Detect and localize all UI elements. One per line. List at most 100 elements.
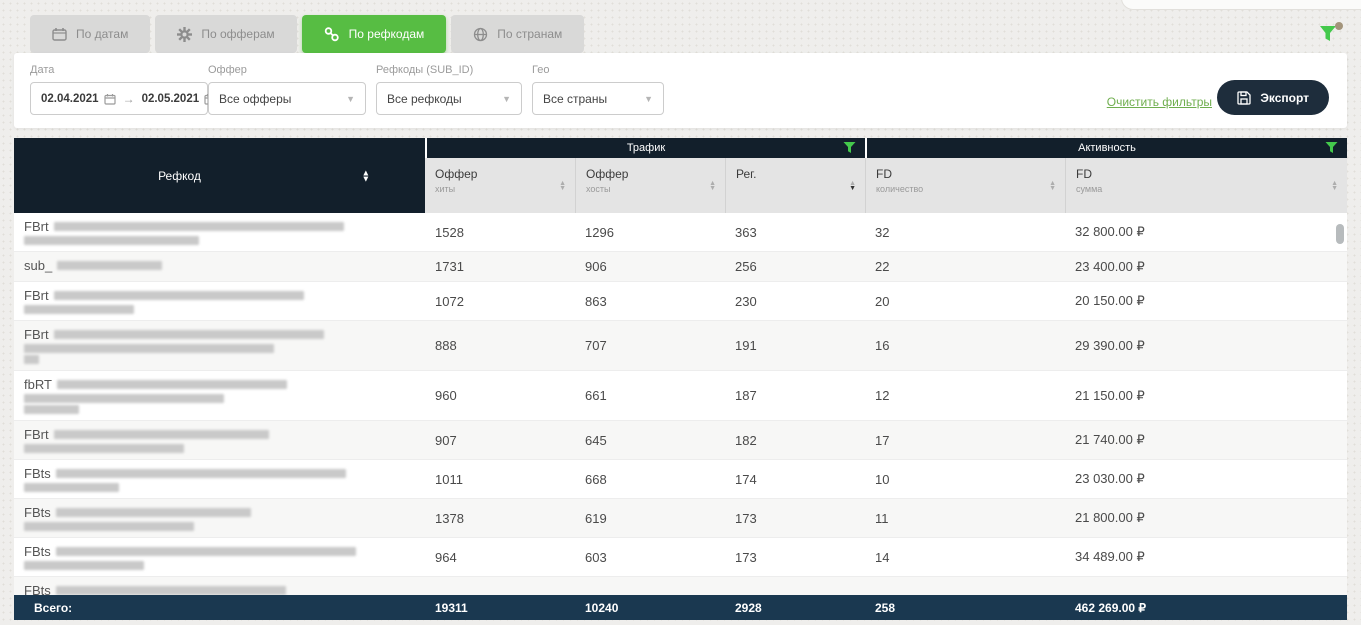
column-header-5[interactable]: FD сумма ▲ ▼: [1065, 158, 1347, 213]
refcode-prefix: fbRT: [24, 377, 52, 392]
fd-count-cell: 20: [875, 293, 890, 309]
sort-icon[interactable]: ▲ ▼: [1049, 179, 1056, 192]
refcode-prefix: FBrt: [24, 288, 49, 303]
clear-filters-link[interactable]: Очистить фильтры: [1106, 95, 1212, 109]
calendar-icon: [52, 27, 67, 41]
fd-sum-cell: 21 800.00 ₽: [1075, 510, 1145, 525]
geo-filter-label: Гео: [532, 64, 550, 76]
date-from-value[interactable]: 02.04.2021: [41, 92, 99, 105]
filter-panel: Дата 02.04.2021 → 02.05.2021 Оффер Все о…: [14, 53, 1347, 128]
reg-cell: 174: [735, 471, 757, 487]
refcode-cell: FBrt: [14, 213, 425, 251]
refcode-select[interactable]: Все рефкоды ▼: [376, 82, 522, 115]
column-main-label: FD: [876, 167, 892, 181]
sort-icon[interactable]: ▲ ▼: [559, 179, 566, 192]
refcode-select-value: Все рефкоды: [387, 91, 462, 106]
refcode-prefix: FBts: [24, 583, 51, 595]
export-button-label: Экспорт: [1260, 90, 1309, 105]
sort-icon[interactable]: ▲ ▼: [849, 179, 856, 192]
column-header-1[interactable]: Оффер хиты ▲ ▼: [425, 158, 575, 213]
redacted-refcode: [53, 430, 269, 439]
column-header-4[interactable]: FD количество ▲ ▼: [865, 158, 1065, 213]
refcode-prefix: sub_: [24, 258, 53, 273]
offer-hits-cell: 1011: [435, 471, 463, 487]
table-body: FBrt 1528 1296 363 32 32 800.00 ₽ sub_ 1731 906 2…: [14, 213, 1347, 595]
offer-hosts-cell: 661: [585, 388, 607, 403]
tab-2[interactable]: По офферам: [155, 15, 297, 53]
offer-hosts-cell: 619: [585, 510, 607, 526]
fd-count-cell: 12: [875, 388, 890, 403]
column-header-2[interactable]: Оффер хосты ▲ ▼: [575, 158, 725, 213]
reg-cell: 173: [735, 549, 757, 565]
fd-count-cell: 10: [875, 471, 890, 487]
export-button[interactable]: Экспорт: [1217, 80, 1329, 115]
fd-count-cell: 32: [875, 224, 890, 240]
refcode-prefix: FBrt: [24, 327, 49, 342]
redacted-refcode: [55, 547, 356, 556]
offer-hits-cell: 1731: [435, 259, 464, 274]
subheader-row: Оффер хиты ▲ ▼ Оффер хосты ▲ ▼ Рег. ▲ ▼ FD количеств…: [425, 158, 1347, 213]
chevron-down-icon: ▼: [346, 93, 355, 104]
tab-3[interactable]: По рефкодам: [301, 15, 447, 53]
offer-hosts-cell: 603: [585, 549, 607, 565]
column-header-3[interactable]: Рег. ▲ ▼: [725, 158, 865, 213]
offer-hosts-cell: 668: [585, 471, 607, 487]
topbar-cutoff-panel: [1121, 0, 1361, 10]
redacted-refcode: [24, 444, 184, 453]
table-scrollbar-thumb[interactable]: [1336, 224, 1344, 244]
fd-sum-cell: 20 840.00 ₽: [1065, 577, 1347, 596]
table-row: FBts 1011 668 174 10 23 030.00 ₽: [14, 460, 1347, 499]
footer-reg-total: 2928: [735, 600, 762, 615]
fd-count-cell: 14: [875, 549, 890, 565]
reg-cell: 363: [735, 224, 757, 240]
redacted-refcode: [24, 344, 274, 353]
column-funnel-icon[interactable]: [1325, 141, 1338, 154]
fd-sum-cell: 32 800.00 ₽: [1075, 224, 1145, 239]
offer-hosts-cell: 675: [575, 577, 725, 595]
geo-select[interactable]: Все страны ▼: [532, 82, 664, 115]
sort-icon[interactable]: ▲ ▼: [709, 179, 716, 192]
fd-sum-cell: 20 150.00 ₽: [1075, 293, 1145, 308]
table-row: FBrt 907 645 182 17 21 740.00 ₽: [14, 421, 1347, 460]
link-icon: [324, 26, 340, 42]
fd-sum-cell: 21 740.00 ₽: [1075, 432, 1145, 447]
table-row: FBts 15676751621020 840.00 ₽: [14, 577, 1347, 595]
tab-4[interactable]: По странам: [451, 15, 585, 53]
reg-cell: 187: [735, 388, 757, 403]
sort-icon[interactable]: ▲ ▼: [361, 167, 370, 184]
sort-icon[interactable]: ▲ ▼: [1331, 179, 1338, 192]
footer-fd-count-total: 258: [875, 600, 896, 615]
offer-hits-cell: 1528: [435, 224, 464, 240]
column-sub-label: хосты: [586, 184, 611, 194]
refcode-cell: FBts: [14, 538, 425, 576]
column-main-label: Оффер: [586, 167, 629, 181]
table-row: FBts 1378 619 173 11 21 800.00 ₽: [14, 499, 1347, 538]
refcode-prefix: FBts: [24, 544, 51, 559]
chevron-down-icon: ▼: [644, 93, 653, 104]
report-tabs: По датам По офферам По рефкодам По странам: [30, 15, 585, 53]
refcod-column-header[interactable]: Рефкод ▲ ▼: [14, 138, 425, 213]
refcode-cell: FBrt: [14, 282, 425, 320]
filter-funnel-icon[interactable]: [1319, 22, 1343, 47]
group-label: Трафик: [626, 142, 666, 154]
globe-icon: [473, 27, 488, 42]
filter-active-dot: [1335, 22, 1343, 30]
footer-fd-sum-total: 462 269.00 ₽: [1075, 600, 1147, 615]
reg-cell: 191: [735, 338, 757, 353]
redacted-refcode: [53, 330, 324, 339]
chevron-down-icon: ▼: [502, 93, 511, 104]
table-footer-row: Всего: 19311 10240 2928 258 462 269.00 ₽: [14, 595, 1347, 620]
offer-select-value: Все офферы: [219, 91, 292, 106]
date-to-value[interactable]: 02.05.2021: [141, 92, 200, 105]
column-funnel-icon[interactable]: [843, 141, 856, 154]
offer-hits-cell: 960: [435, 388, 457, 403]
tab-1[interactable]: По датам: [30, 15, 151, 53]
redacted-refcode: [24, 394, 224, 403]
offer-hits-cell: 907: [435, 432, 457, 448]
offer-select[interactable]: Все офферы ▼: [208, 82, 366, 115]
column-main-label: Рег.: [736, 167, 757, 181]
date-range-arrow-icon: →: [122, 91, 135, 106]
offer-hits-cell: 888: [435, 338, 457, 353]
date-range-input[interactable]: 02.04.2021 → 02.05.2021: [30, 82, 216, 115]
offer-hits-cell: 1567: [425, 577, 575, 595]
